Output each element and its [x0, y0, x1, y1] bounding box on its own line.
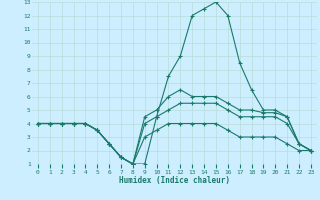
- X-axis label: Humidex (Indice chaleur): Humidex (Indice chaleur): [119, 176, 230, 185]
